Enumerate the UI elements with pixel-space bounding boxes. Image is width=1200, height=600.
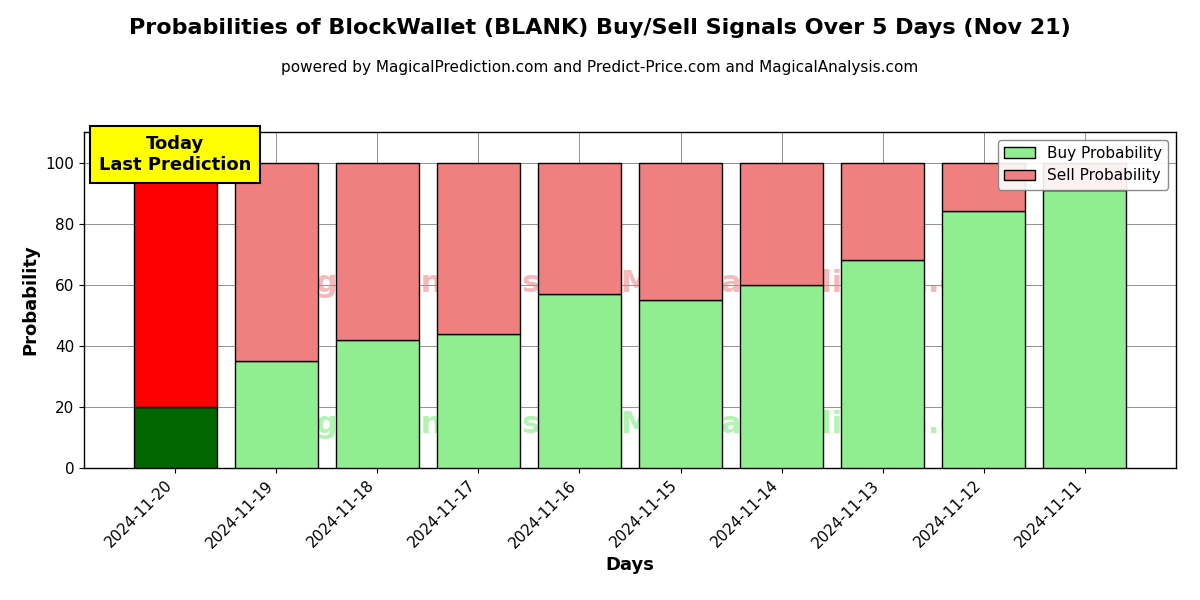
Bar (841, 260, 924, 468)
Bar (437, 163, 520, 334)
Bar (1044, 163, 1127, 190)
Text: MagicalPrediction.com: MagicalPrediction.com (620, 410, 1010, 439)
Bar (740, 285, 823, 468)
Bar (538, 163, 620, 294)
Bar (235, 163, 318, 361)
Bar (336, 163, 419, 340)
Legend: Buy Probability, Sell Probability: Buy Probability, Sell Probability (998, 140, 1169, 190)
Bar (942, 163, 1025, 211)
Bar (640, 163, 722, 300)
Bar (640, 300, 722, 468)
X-axis label: Days: Days (606, 556, 654, 574)
Text: Today
Last Prediction: Today Last Prediction (98, 135, 251, 174)
Bar (336, 340, 419, 468)
Text: MagicalAnalysis.com: MagicalAnalysis.com (265, 410, 623, 439)
Bar (437, 334, 520, 468)
Text: powered by MagicalPrediction.com and Predict-Price.com and MagicalAnalysis.com: powered by MagicalPrediction.com and Pre… (281, 60, 919, 75)
Bar (942, 211, 1025, 468)
Text: MagicalAnalysis.com: MagicalAnalysis.com (265, 269, 623, 298)
Bar (133, 407, 216, 468)
Y-axis label: Probability: Probability (22, 245, 40, 355)
Bar (740, 163, 823, 285)
Bar (538, 294, 620, 468)
Text: MagicalPrediction.com: MagicalPrediction.com (620, 269, 1010, 298)
Bar (133, 163, 216, 407)
Bar (235, 361, 318, 468)
Bar (841, 163, 924, 260)
Bar (1044, 190, 1127, 468)
Text: Probabilities of BlockWallet (BLANK) Buy/Sell Signals Over 5 Days (Nov 21): Probabilities of BlockWallet (BLANK) Buy… (130, 18, 1070, 38)
